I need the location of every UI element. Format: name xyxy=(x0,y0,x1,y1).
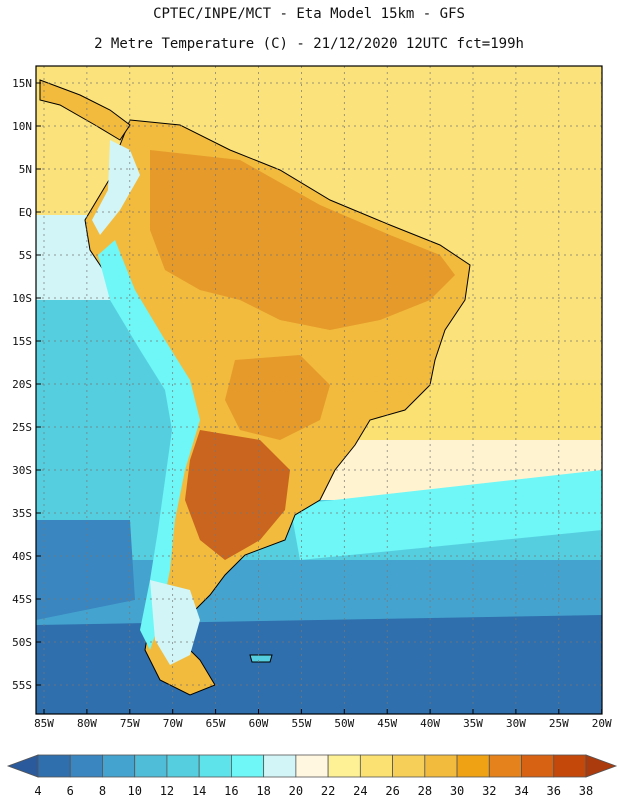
colorbar-label: 14 xyxy=(192,784,206,798)
lat-tick-label: 5S xyxy=(19,249,32,262)
colorbar-label: 32 xyxy=(482,784,496,798)
lon-tick-label: 60W xyxy=(249,717,269,730)
land-hot-north xyxy=(150,150,455,330)
lat-tick-label: 30S xyxy=(12,464,32,477)
land-hot-central xyxy=(225,355,330,440)
lon-tick-label: 80W xyxy=(77,717,97,730)
colorbar-box xyxy=(295,754,329,778)
colorbar-box xyxy=(392,754,426,778)
colorbar-label: 18 xyxy=(256,784,270,798)
lat-tick-label: 50S xyxy=(12,636,32,649)
colorbar-label: 24 xyxy=(353,784,367,798)
colorbar-arrow-low xyxy=(6,754,39,778)
lon-tick-label: 75W xyxy=(120,717,140,730)
lat-tick-label: 10N xyxy=(12,120,32,133)
colorbar-box xyxy=(488,754,522,778)
graticule xyxy=(36,66,602,714)
colorbar-box xyxy=(166,754,200,778)
patagonia-cool xyxy=(150,580,200,665)
lat-tick-label: 35S xyxy=(12,507,32,520)
lon-tick-label: 45W xyxy=(377,717,397,730)
colorbar-arrow-high xyxy=(585,754,618,778)
andes-north-cold xyxy=(92,140,140,235)
colorbar-label: 36 xyxy=(547,784,561,798)
lon-tick-label: 85W xyxy=(34,717,54,730)
lon-tick-label: 55W xyxy=(291,717,311,730)
colorbar-label: 38 xyxy=(579,784,593,798)
lat-tick-label: 40S xyxy=(12,550,32,563)
lon-tick-label: 65W xyxy=(206,717,226,730)
lat-tick-label: EQ xyxy=(19,206,32,219)
lat-tick-label: 10S xyxy=(12,292,32,305)
lon-tick-label: 30W xyxy=(506,717,526,730)
colorbar-box xyxy=(553,754,587,778)
lat-tick-label: 15N xyxy=(12,77,32,90)
falkland-islands xyxy=(249,654,273,663)
colorbar-box xyxy=(69,754,103,778)
lon-tick-label: 35W xyxy=(463,717,483,730)
lon-tick-label: 40W xyxy=(420,717,440,730)
ocean-light-south xyxy=(290,470,602,560)
lat-tick-label: 45S xyxy=(12,593,32,606)
colorbar-label: 10 xyxy=(127,784,141,798)
map-field xyxy=(36,66,602,714)
color-legend-labels: 4 6 8 10 12 14 16 18 20 22 24 26 28 30 32 34 36 38 xyxy=(34,784,593,798)
latitude-axis: 15N 10N 5N EQ 5S 10S 15S 20S 25S 30S 35S 40S 45S 50S 5… xyxy=(12,77,41,692)
colorbar-box xyxy=(102,754,136,778)
central-america xyxy=(39,79,131,141)
ocean-mid-west xyxy=(36,520,135,620)
ocean-deep-south xyxy=(36,615,602,714)
colorbar-box xyxy=(521,754,555,778)
color-legend xyxy=(6,754,618,778)
colorbar-label: 4 xyxy=(34,784,41,798)
lat-tick-label: 55S xyxy=(12,679,32,692)
title-line-2: 2 Metre Temperature (C) - 21/12/2020 12U… xyxy=(94,36,524,52)
colorbar-label: 26 xyxy=(385,784,399,798)
colorbar-box xyxy=(231,754,265,778)
lat-tick-label: 5N xyxy=(19,163,32,176)
colorbar-box xyxy=(424,754,458,778)
colorbar-label: 20 xyxy=(289,784,303,798)
colorbar-label: 8 xyxy=(99,784,106,798)
colorbar-label: 12 xyxy=(160,784,174,798)
colorbar-label: 28 xyxy=(418,784,432,798)
colorbar-box xyxy=(327,754,361,778)
lon-tick-label: 20W xyxy=(592,717,612,730)
lon-tick-label: 25W xyxy=(549,717,569,730)
title-line-1: CPTEC/INPE/MCT - Eta Model 15km - GFS xyxy=(153,6,465,22)
colorbar-label: 22 xyxy=(321,784,335,798)
colorbar-box xyxy=(134,754,168,778)
lat-tick-label: 20S xyxy=(12,378,32,391)
land-very-hot-argentina xyxy=(185,430,290,560)
lon-tick-label: 70W xyxy=(163,717,183,730)
colorbar-box xyxy=(198,754,232,778)
longitude-axis: 85W 80W 75W 70W 65W 60W 55W 50W 45W 40W 35W 30W 25W 2… xyxy=(34,709,612,730)
colorbar-box xyxy=(456,754,490,778)
colorbar-box xyxy=(359,754,393,778)
andes-cold xyxy=(98,240,200,650)
lat-tick-label: 15S xyxy=(12,335,32,348)
lat-tick-label: 25S xyxy=(12,421,32,434)
colorbar-label: 16 xyxy=(224,784,238,798)
colorbar-box xyxy=(37,754,71,778)
colorbar-box xyxy=(263,754,297,778)
plot-frame xyxy=(35,65,603,715)
colorbar-label: 6 xyxy=(67,784,74,798)
colorbar-label: 30 xyxy=(450,784,464,798)
lon-tick-label: 50W xyxy=(334,717,354,730)
colorbar-label: 34 xyxy=(514,784,528,798)
